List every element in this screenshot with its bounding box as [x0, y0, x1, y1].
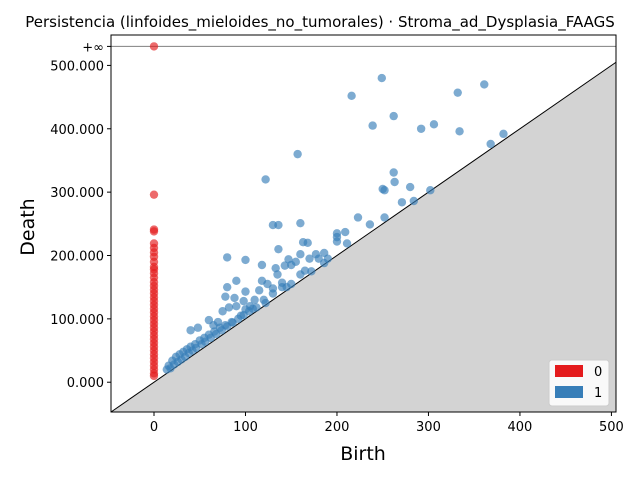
- data-point: [409, 196, 419, 206]
- y-axis-ticks: 0.000 100.000 200.000 300.000 400.000 500.000…: [50, 40, 111, 391]
- data-point: [380, 213, 389, 222]
- data-point: [261, 175, 270, 184]
- legend-label: 0: [594, 365, 602, 380]
- data-point: [298, 237, 308, 247]
- y-tick-label: 200.000: [50, 249, 104, 264]
- y-tick-label: 400.000: [50, 123, 104, 138]
- data-point: [274, 244, 283, 254]
- data-point: [221, 292, 230, 301]
- data-point: [323, 254, 333, 263]
- data-point: [222, 253, 232, 262]
- y-axis-label: Death: [17, 198, 39, 255]
- data-point: [429, 120, 439, 129]
- series-0: [149, 42, 159, 381]
- x-axis-ticks: 0 100 200 300 400 500: [150, 412, 624, 435]
- data-point: [365, 220, 375, 229]
- data-point: [282, 282, 291, 292]
- data-point: [332, 237, 342, 246]
- legend-swatch: [555, 365, 583, 377]
- infinity-tick-label: +∞: [82, 40, 104, 55]
- data-point: [296, 250, 305, 259]
- data-point: [274, 220, 283, 230]
- data-point: [486, 139, 495, 149]
- data-point: [380, 186, 389, 195]
- y-tick-label: 100.000: [50, 313, 104, 328]
- data-point: [186, 326, 195, 335]
- x-tick-label: 400: [508, 420, 533, 435]
- data-point: [307, 267, 316, 276]
- data-point: [293, 149, 302, 159]
- data-point: [230, 293, 239, 303]
- data-point: [239, 296, 248, 306]
- data-point: [259, 295, 268, 305]
- legend: 01: [548, 359, 610, 407]
- data-point: [416, 124, 426, 133]
- data-point: [241, 255, 250, 265]
- data-point: [149, 190, 159, 199]
- data-point: [405, 182, 415, 192]
- data-point: [193, 323, 203, 332]
- data-point: [224, 303, 234, 312]
- data-point: [255, 286, 264, 295]
- data-point: [397, 198, 407, 207]
- data-point: [480, 80, 489, 89]
- x-tick-label: 0: [150, 420, 158, 435]
- legend-swatch: [555, 386, 583, 398]
- data-point: [368, 121, 377, 130]
- data-point: [296, 270, 305, 279]
- data-point: [341, 227, 350, 237]
- data-point: [271, 263, 280, 273]
- data-point: [353, 213, 363, 222]
- data-point: [149, 227, 159, 236]
- data-point: [257, 260, 267, 270]
- data-point: [426, 186, 435, 195]
- data-point: [149, 42, 159, 51]
- data-point: [296, 218, 305, 228]
- data-point: [499, 129, 508, 139]
- chart-title: Persistencia (linfoides_mieloides_no_tum…: [25, 13, 615, 32]
- data-point: [390, 177, 399, 187]
- x-tick-label: 300: [416, 420, 441, 435]
- data-point: [377, 73, 386, 83]
- data-point: [232, 301, 241, 311]
- data-point: [248, 304, 258, 313]
- axes-frame: [110, 34, 617, 413]
- x-axis-label: Birth: [340, 443, 386, 465]
- data-point: [218, 307, 227, 316]
- data-point: [287, 260, 296, 270]
- data-point: [149, 371, 159, 381]
- y-tick-label: 500.000: [50, 59, 104, 74]
- y-tick-label: 0.000: [67, 376, 104, 391]
- data-point: [273, 270, 282, 279]
- data-point: [241, 287, 250, 296]
- data-point: [342, 239, 352, 248]
- y-tick-label: 300.000: [50, 186, 104, 201]
- data-point: [222, 282, 232, 292]
- x-tick-label: 500: [599, 420, 624, 435]
- data-point: [453, 88, 462, 97]
- x-tick-label: 100: [233, 420, 258, 435]
- data-point: [455, 127, 464, 136]
- data-point: [389, 111, 398, 121]
- data-point: [250, 295, 259, 305]
- x-tick-label: 200: [325, 420, 350, 435]
- data-point: [280, 261, 290, 270]
- series-1: [162, 73, 508, 374]
- data-point: [389, 168, 398, 177]
- plot-area: [110, 34, 617, 413]
- data-point: [305, 254, 314, 263]
- data-point: [232, 276, 241, 286]
- legend-label: 1: [594, 386, 602, 401]
- data-point: [268, 289, 278, 298]
- data-point: [347, 91, 356, 101]
